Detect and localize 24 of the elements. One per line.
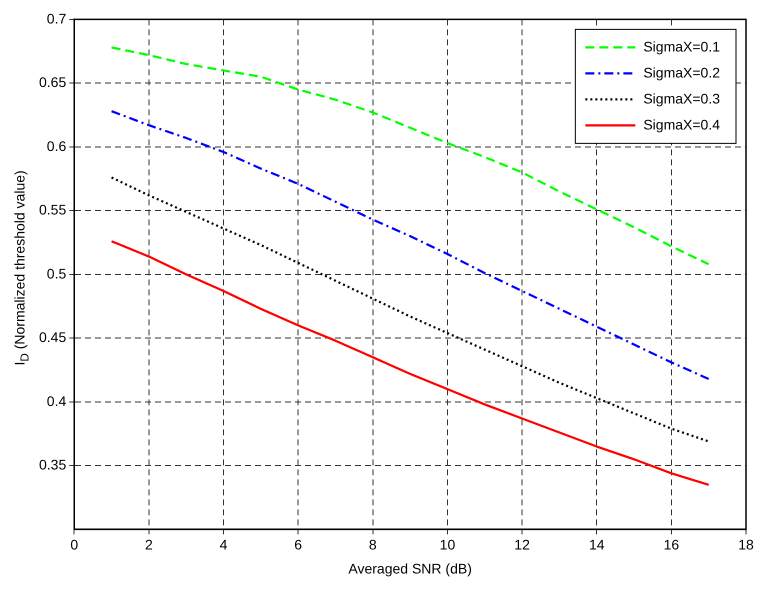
y-tick-label: 0.4 [46,392,66,409]
x-tick-label: 14 [588,536,605,553]
y-tick-label: 0.7 [46,10,66,26]
y-tick-label: 0.55 [39,202,66,218]
y-tick-label: 0.5 [46,265,66,282]
x-tick-label: 12 [514,536,530,553]
x-axis-title: Averaged SNR (dB) [348,560,472,576]
y-tick-label: 0.6 [46,138,66,154]
legend-label: SigmaX=0.4 [643,116,720,132]
legend-label: SigmaX=0.1 [643,38,720,54]
x-tick-label: 16 [664,536,680,553]
x-tick-label: 4 [220,536,228,553]
x-tick-label: 6 [294,536,302,553]
x-tick-label: 18 [738,536,754,553]
x-tick-label: 2 [144,536,153,553]
y-tick-label: 0.35 [39,456,66,473]
y-tick-label: 0.65 [39,74,66,90]
line-series [110,176,710,443]
x-tick-label: 10 [440,536,456,553]
legend-label: SigmaX=0.3 [643,90,720,106]
x-tick-label: 8 [368,536,377,553]
y-tick-label: 0.45 [39,329,66,346]
legend-label: SigmaX=0.2 [643,64,720,80]
x-tick-label: 0 [70,536,78,553]
